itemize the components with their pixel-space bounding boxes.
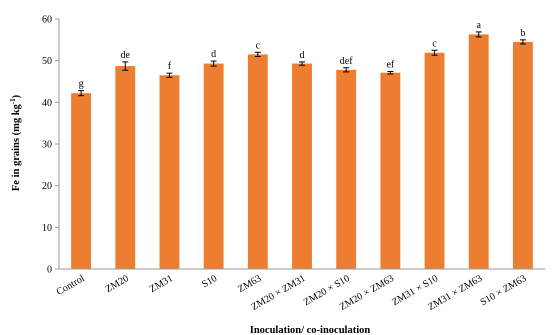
bar: [159, 75, 180, 269]
x-tick-label: ZM20: [104, 273, 131, 295]
bar: [247, 54, 268, 269]
x-tick-label: S10: [200, 273, 219, 290]
bar: [336, 69, 357, 269]
significance-label: de: [121, 50, 131, 61]
significance-label: f: [168, 61, 172, 72]
y-tick-label: 60: [42, 15, 52, 26]
bar: [424, 52, 445, 269]
error-bars: [78, 31, 526, 97]
bar: [115, 66, 136, 269]
bar: [380, 72, 401, 269]
x-tick-label: ZM63: [236, 273, 263, 295]
bar: [512, 41, 533, 269]
bar-series: [71, 34, 533, 270]
bar: [203, 63, 224, 270]
y-axis-ticks: 0 10 20 30 40 50 60: [42, 15, 59, 276]
significance-label: b: [520, 28, 525, 39]
bar: [71, 93, 92, 270]
y-tick-label: 10: [42, 223, 52, 234]
significance-label: a: [477, 20, 482, 31]
y-tick-label: 50: [42, 56, 52, 67]
y-axis-title: Fe in grains (mg kg-1): [9, 94, 22, 191]
significance-label: ef: [386, 60, 394, 71]
y-tick-label: 40: [42, 98, 52, 109]
bar: [292, 63, 312, 270]
y-tick-label: 30: [42, 140, 52, 151]
significance-label: g: [79, 79, 84, 90]
bar: [468, 34, 489, 269]
x-tick-label: Control: [55, 273, 87, 298]
significance-label: d: [211, 49, 216, 60]
x-tick-label: ZM31: [148, 273, 175, 295]
x-tick-label: S10 × ZM63: [479, 273, 529, 308]
significance-label: def: [340, 56, 353, 67]
significance-label: c: [256, 40, 261, 51]
significance-label: d: [300, 50, 305, 61]
y-tick-label: 0: [47, 265, 52, 276]
significance-label: c: [432, 38, 437, 49]
y-tick-label: 20: [42, 181, 52, 192]
x-axis-title: Inoculation/ co-inoculation: [250, 325, 371, 335]
